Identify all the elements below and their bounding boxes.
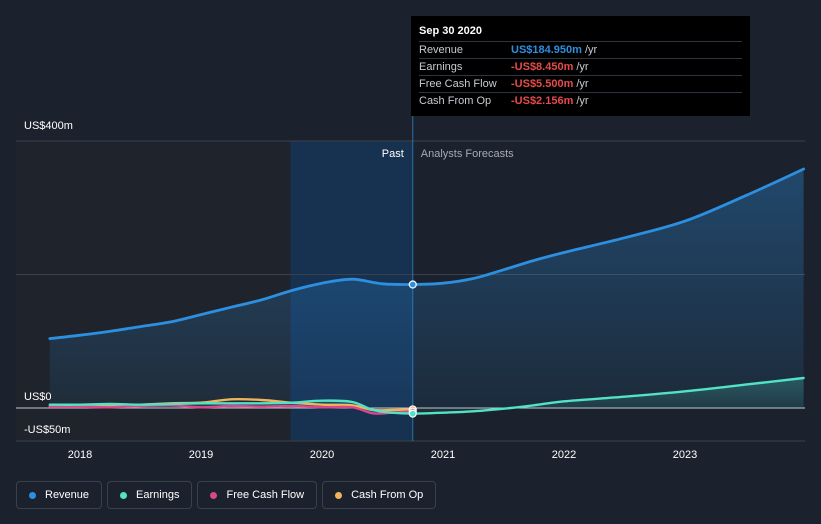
tooltip-unit: /yr [584, 44, 598, 56]
revenue-line [48, 167, 805, 340]
tooltip-label: Free Cash Flow [419, 78, 497, 90]
past-label: Past [382, 148, 404, 160]
tooltip-value: -US$8.450m [511, 61, 574, 73]
x-tick-label: 2019 [189, 449, 213, 461]
data-tooltip: Sep 30 2020 Revenue US$184.950m /yr Earn… [411, 16, 750, 116]
y-axis-label: -US$50m [24, 424, 70, 436]
legend-label: Free Cash Flow [226, 489, 305, 501]
free-cash-flow-line [48, 404, 414, 415]
forecast-label: Analysts Forecasts [421, 148, 514, 160]
tooltip-unit: /yr [576, 95, 589, 107]
tooltip-value: -US$2.156m [511, 95, 574, 107]
earnings-line [48, 376, 805, 415]
legend-item-cash-from-op[interactable]: Cash From Op [322, 481, 437, 509]
legend-item-revenue[interactable]: Revenue [16, 481, 103, 509]
y-axis-label: US$400m [24, 120, 73, 132]
tooltip-value: -US$5.500m [511, 78, 574, 90]
legend-dot-icon [29, 491, 36, 499]
legend-label: Earnings [136, 489, 180, 501]
legend: Revenue Earnings Free Cash Flow Cash Fro… [16, 481, 437, 509]
legend-item-earnings[interactable]: Earnings [107, 481, 193, 509]
x-tick-label: 2020 [310, 449, 334, 461]
x-tick-label: 2023 [673, 449, 697, 461]
x-tick-label: 2022 [552, 449, 576, 461]
y-axis-label: US$0 [24, 391, 52, 403]
tooltip-row-free-cash-flow: Free Cash Flow -US$5.500m /yr [419, 75, 742, 92]
legend-item-free-cash-flow[interactable]: Free Cash Flow [197, 481, 318, 509]
legend-label: Revenue [45, 489, 90, 501]
tooltip-unit: /yr [576, 78, 589, 90]
x-tick-label: 2018 [68, 449, 92, 461]
x-tick-label: 2021 [431, 449, 455, 461]
tooltip-label: Revenue [419, 44, 464, 56]
legend-dot-icon [120, 491, 128, 499]
tooltip-date: Sep 30 2020 [419, 25, 482, 37]
legend-label: Cash From Op [351, 489, 424, 501]
legend-dot-icon [335, 491, 343, 499]
tooltip-value: US$184.950m [511, 44, 582, 56]
revenue-marker [408, 280, 417, 289]
earnings-marker [408, 409, 417, 418]
tooltip-label: Cash From Op [419, 95, 492, 107]
tooltip-row-cash-from-op: Cash From Op -US$2.156m /yr [419, 92, 742, 109]
legend-dot-icon [210, 491, 218, 499]
tooltip-row-earnings: Earnings -US$8.450m /yr [419, 58, 742, 75]
tooltip-row-revenue: Revenue US$184.950m /yr [419, 41, 742, 58]
tooltip-unit: /yr [576, 61, 589, 73]
tooltip-label: Earnings [419, 61, 463, 73]
revenue-area [49, 169, 804, 408]
